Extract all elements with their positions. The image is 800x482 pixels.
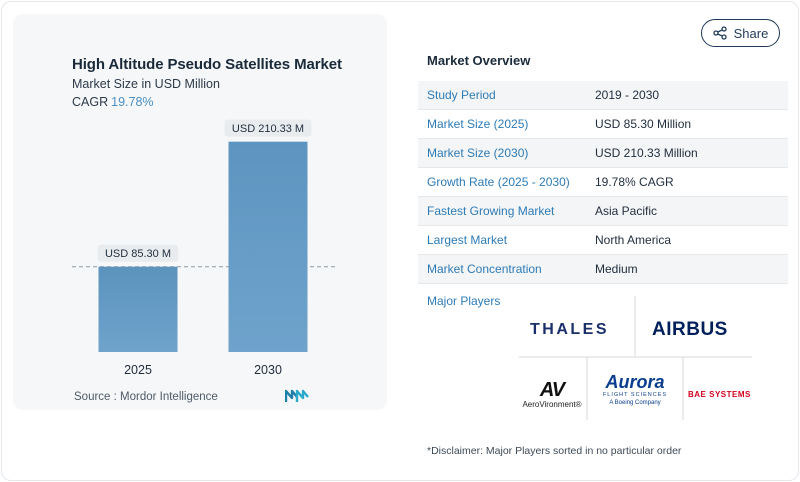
overview-row: Growth Rate (2025 - 2030) 19.78% CAGR <box>418 168 788 197</box>
bar-chart: USD 85.30 M 2025 USD 210.33 M 2030 <box>72 119 338 377</box>
cagr-row: CAGR 19.78% <box>72 95 154 109</box>
overview-label: Market Size (2030) <box>427 146 529 160</box>
overview-value: North America <box>595 233 672 247</box>
overview-row: Market Size (2030) USD 210.33 Million <box>418 139 788 168</box>
overview-row: Market Size (2025) USD 85.30 Million <box>418 110 788 139</box>
overview-label: Market Size (2025) <box>427 117 529 131</box>
aerovironment-logo: AV AeroVironment® <box>522 380 582 410</box>
data-label: USD 210.33 M <box>232 123 304 135</box>
chart-title: High Altitude Pseudo Satellites Market <box>72 56 342 73</box>
disclaimer: *Disclaimer: Major Players sorted in no … <box>427 445 682 457</box>
overview-row: Fastest Growing Market Asia Pacific <box>418 197 788 226</box>
overview-row: Largest Market North America <box>418 226 788 255</box>
cagr-label: CAGR <box>72 95 109 109</box>
overview-value: 19.78% CAGR <box>595 175 674 189</box>
overview-label: Fastest Growing Market <box>427 204 555 218</box>
overview-row: Market Concentration Medium <box>418 255 788 284</box>
mordor-logo-icon <box>285 389 309 402</box>
share-button[interactable]: Share <box>701 19 780 47</box>
source-text: Source : Mordor Intelligence <box>74 391 218 403</box>
overview-value: USD 85.30 Million <box>595 117 692 131</box>
overview-value: USD 210.33 Million <box>595 146 698 160</box>
data-label-bg <box>224 119 312 137</box>
overview-label: Market Concentration <box>427 262 542 276</box>
cagr-value: 19.78% <box>111 95 154 109</box>
overview-value: Medium <box>595 262 638 276</box>
airbus-logo: AIRBUS <box>652 319 728 340</box>
av-mark: AV <box>539 379 565 401</box>
overview-value: Asia Pacific <box>595 204 658 218</box>
x-tick-label: 2030 <box>254 363 282 377</box>
bar-2025 <box>98 266 178 352</box>
share-icon <box>712 26 727 40</box>
av-name: AeroVironment® <box>522 400 582 409</box>
overview-table: Study Period 2019 - 2030 Market Size (2025… <box>418 81 788 284</box>
aurora-logo: Aurora FLIGHT SCIENCES A Boeing Company <box>590 372 680 407</box>
major-players-title: Major Players <box>427 294 501 308</box>
chart-subtitle: Market Size in USD Million <box>72 77 220 91</box>
share-label: Share <box>733 25 769 41</box>
aurora-boeing: A Boeing Company <box>609 400 661 406</box>
overview-title: Market Overview <box>427 53 531 68</box>
overview-value: 2019 - 2030 <box>595 88 660 102</box>
overview-row: Study Period 2019 - 2030 <box>418 81 788 110</box>
chart-panel <box>13 14 387 410</box>
bar-2030 <box>228 141 308 352</box>
data-label-bg <box>97 244 179 262</box>
overview-label: Study Period <box>427 88 496 102</box>
bae-systems-logo: BAE SYSTEMS <box>688 390 751 399</box>
thales-logo: THALES <box>530 321 609 338</box>
aurora-subtitle: FLIGHT SCIENCES <box>602 392 668 398</box>
overview-label: Growth Rate (2025 - 2030) <box>427 175 570 189</box>
data-label: USD 85.30 M <box>105 248 171 260</box>
aurora-name: Aurora <box>605 372 665 392</box>
x-tick-label: 2025 <box>124 363 152 377</box>
overview-label: Largest Market <box>427 233 508 247</box>
